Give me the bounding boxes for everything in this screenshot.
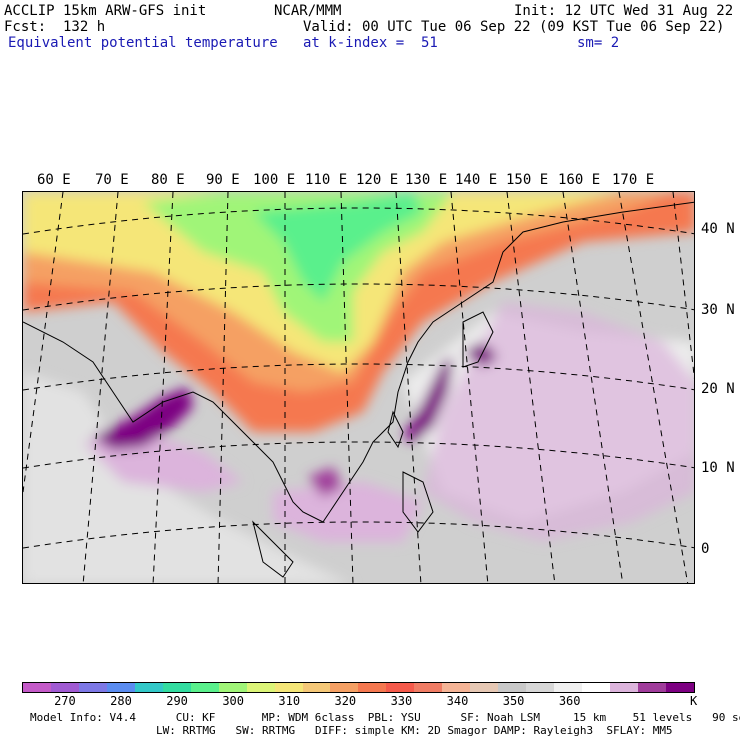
lat-label: 10 N [701, 460, 735, 476]
lat-label: 40 N [701, 221, 735, 237]
lon-label: 130 E [405, 172, 448, 188]
colorbar-swatch [274, 683, 303, 692]
lon-label: 110 E [305, 172, 348, 188]
bay-purple-core [93, 387, 193, 450]
colorbar-swatch [442, 683, 471, 692]
colorbar-swatch [470, 683, 499, 692]
colorbar-tick-label: 290 [166, 694, 188, 708]
lat-label: 20 N [701, 381, 735, 397]
colorbar-swatch [637, 683, 666, 692]
map-field [23, 192, 694, 583]
colorbar-swatch [246, 683, 275, 692]
colorbar-tick-label: 300 [222, 694, 244, 708]
japan-purple-core [463, 342, 498, 367]
colorbar-swatch [190, 683, 219, 692]
colorbar-unit: K [690, 694, 698, 708]
center-label: NCAR/MMM [274, 3, 342, 19]
colorbar-swatch [50, 683, 79, 692]
colorbar-swatch [134, 683, 163, 692]
lon-label: 150 E [506, 172, 549, 188]
level-label: at k-index = 51 [303, 35, 438, 51]
lon-label: 120 E [356, 172, 399, 188]
field-name: Equivalent potential temperature [8, 35, 278, 51]
scs-purple-core [308, 467, 343, 497]
colorbar [22, 682, 695, 693]
colorbar-swatch [526, 683, 555, 692]
typhoon-purple-core [403, 357, 453, 442]
colorbar-tick-label: 270 [54, 694, 76, 708]
colorbar-swatch [665, 683, 694, 692]
lat-lon-grid [23, 192, 694, 583]
valid-time: Valid: 00 UTC Tue 06 Sep 22 (09 KST Tue … [303, 19, 725, 35]
forecast-hour: Fcst: 132 h [4, 19, 106, 35]
scs-purple-area [273, 482, 423, 542]
map-panel [22, 191, 695, 584]
model-info-line1: Model Info: V4.4 CU: KF MP: WDM 6class P… [30, 711, 740, 724]
colorbar-swatch [23, 683, 51, 692]
colorbar-swatch [358, 683, 387, 692]
land-darkgreen-area [253, 192, 423, 302]
colorbar-tick-label: 360 [558, 694, 581, 708]
colorbar-swatch [582, 683, 611, 692]
colorbar-swatch [162, 683, 191, 692]
colorbar-swatch [386, 683, 415, 692]
pacific-purple-area [423, 302, 694, 542]
lat-label: 0 [701, 541, 710, 557]
colorbar-swatch [302, 683, 331, 692]
colorbar-swatch [78, 683, 107, 692]
init-time: Init: 12 UTC Wed 31 Aug 22 [514, 3, 734, 19]
smoothing-label: sm= 2 [577, 35, 620, 51]
lon-label: 90 E [206, 172, 240, 188]
coastlines [23, 201, 694, 578]
lon-label: 80 E [151, 172, 185, 188]
lon-label: 170 E [612, 172, 655, 188]
lon-label: 60 E [37, 172, 71, 188]
colorbar-tick-label: 320 [334, 694, 357, 708]
colorbar-tick-label: 280 [110, 694, 132, 708]
lon-label: 70 E [95, 172, 129, 188]
colorbar-swatch [106, 683, 135, 692]
colorbar-swatch [554, 683, 583, 692]
colorbar-tick-label: 310 [278, 694, 301, 708]
colorbar-swatch [218, 683, 247, 692]
colorbar-tick-label: 330 [390, 694, 413, 708]
colorbar-tick-label: 340 [446, 694, 469, 708]
colorbar-swatch [330, 683, 359, 692]
lon-label: 100 E [253, 172, 296, 188]
header-title: ACCLIP 15km ARW-GFS init [4, 3, 207, 19]
lon-label: 140 E [455, 172, 498, 188]
lon-label: 160 E [558, 172, 601, 188]
model-info-line2: LW: RRTMG SW: RRTMG DIFF: simple KM: 2D … [156, 724, 673, 737]
colorbar-swatch [414, 683, 443, 692]
lat-label: 30 N [701, 302, 735, 318]
ocean-light-area [23, 372, 349, 583]
colorbar-tick-label: 350 [502, 694, 525, 708]
colorbar-swatch [498, 683, 527, 692]
colorbar-swatch [610, 683, 638, 692]
